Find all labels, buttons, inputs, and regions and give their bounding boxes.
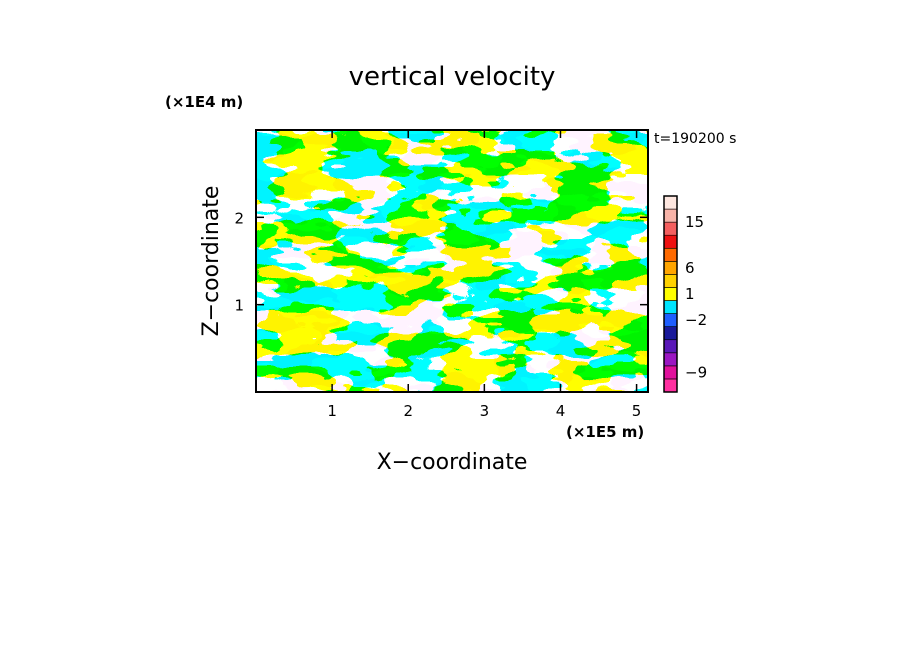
colorbar-tick-label: 15 — [685, 213, 704, 231]
colorbar-tick-label: 6 — [685, 259, 695, 277]
colorbar-swatch — [663, 339, 678, 354]
colorbar-swatch — [663, 378, 678, 393]
colorbar-swatch — [663, 313, 678, 327]
x-tick-label: 3 — [480, 402, 490, 420]
colorbar-swatch — [663, 234, 678, 249]
plot-area — [256, 130, 648, 392]
velocity-field — [256, 130, 648, 392]
colorbar-swatch — [663, 326, 678, 341]
colorbar-swatch — [663, 300, 678, 314]
colorbar-tick-label: 1 — [685, 285, 695, 303]
chart-title: vertical velocity — [349, 62, 556, 92]
colorbar-tick-label: −9 — [685, 363, 707, 381]
y-tick-label: 2 — [234, 209, 244, 227]
x-unit-label: (×1E5 m) — [566, 423, 644, 441]
plot-frame — [255, 129, 649, 393]
x-tick-label: 4 — [556, 402, 566, 420]
y-axis-label: Z−coordinate — [199, 186, 224, 337]
colorbar-frame — [663, 195, 678, 393]
colorbar-tick-label: −2 — [685, 311, 707, 329]
colorbar-labels: 15 6 1 −2 −9 — [685, 213, 707, 381]
colorbar-swatch — [663, 247, 678, 262]
colorbar-swatch — [663, 287, 678, 301]
colorbar — [663, 195, 678, 393]
y-axis: 12 — [234, 209, 648, 315]
colorbar-swatch — [663, 274, 678, 288]
y-unit-label: (×1E4 m) — [165, 93, 243, 111]
colorbar-swatch — [663, 208, 678, 223]
colorbar-swatch — [663, 365, 678, 380]
y-tick-label: 1 — [234, 297, 244, 315]
time-label: t=190200 s — [654, 131, 736, 147]
x-tick-label: 5 — [632, 402, 642, 420]
x-axis: 1 2 3 4 5 — [327, 130, 641, 420]
x-tick-label: 1 — [327, 402, 337, 420]
colorbar-swatch — [663, 261, 678, 275]
colorbar-swatch — [663, 221, 678, 236]
colorbar-swatch — [663, 195, 678, 210]
x-axis-label: X−coordinate — [377, 450, 528, 475]
colorbar-swatch — [663, 352, 678, 367]
x-tick-label: 2 — [403, 402, 413, 420]
